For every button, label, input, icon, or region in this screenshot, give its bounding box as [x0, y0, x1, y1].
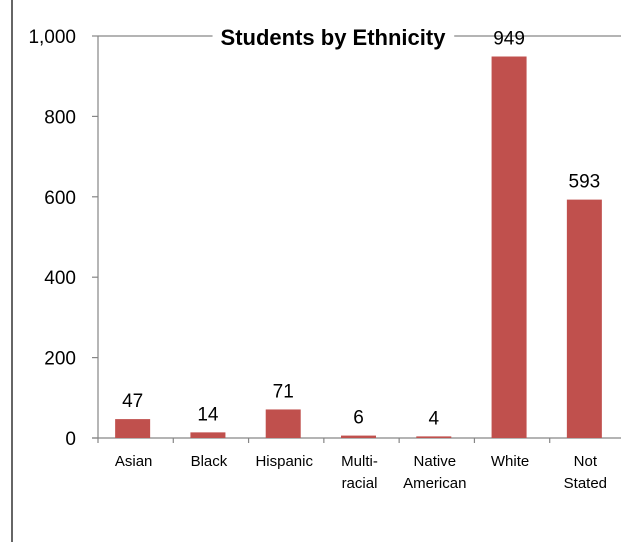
chart-title: Students by Ethnicity: [221, 25, 447, 50]
x-tick-label: Multi-racial: [341, 453, 378, 492]
x-tick-label: Not Stated: [564, 453, 607, 492]
y-tick-label: 200: [44, 349, 76, 370]
x-tick-label-line: Multi-: [341, 453, 378, 470]
x-tick-label-line: racial: [342, 475, 378, 492]
bar: [416, 436, 452, 438]
data-label: 4: [428, 408, 439, 429]
bar: [190, 432, 226, 438]
title-group: Students by Ethnicity: [212, 23, 455, 52]
bar: [341, 435, 376, 438]
x-tick-label: Native American: [403, 453, 466, 492]
data-label: 71: [273, 381, 294, 402]
x-tick-label: White: [491, 453, 529, 470]
y-tick-label: 400: [44, 268, 76, 289]
y-tick-label: 600: [44, 188, 76, 209]
chart-title-background: [212, 23, 455, 52]
x-tick-label: Hispanic: [255, 453, 313, 470]
bar: [265, 409, 301, 438]
bar: [115, 419, 151, 438]
x-tick-label-line: American: [403, 475, 466, 492]
x-tick-label-line: Asian: [115, 453, 153, 470]
bar: [566, 199, 602, 438]
x-tick-label-line: Stated: [564, 475, 607, 492]
data-label: 593: [569, 172, 601, 193]
bars: [115, 56, 602, 438]
data-label: 949: [493, 29, 525, 50]
y-tick-label: 800: [44, 107, 76, 128]
y-tick-label: 0: [65, 429, 76, 450]
x-tick-label-line: Not: [574, 453, 598, 470]
x-tick-label-line: Native: [414, 453, 457, 470]
x-tick-label-line: Black: [191, 453, 228, 470]
data-label: 6: [353, 408, 364, 429]
data-label: 14: [197, 404, 219, 425]
x-tick-label: Asian: [115, 453, 153, 470]
bar: [491, 56, 527, 438]
data-label: 47: [122, 391, 143, 412]
y-tick-label: 1,000: [28, 27, 76, 48]
x-tick-label-line: Hispanic: [255, 453, 313, 470]
x-tick-label: Black: [191, 453, 228, 470]
x-tick-label-line: White: [491, 453, 529, 470]
labels: 0 200 400 600 800 1,000 47 Asian 14 Black 71 Hispan…: [28, 27, 607, 492]
axes: [92, 35, 621, 443]
